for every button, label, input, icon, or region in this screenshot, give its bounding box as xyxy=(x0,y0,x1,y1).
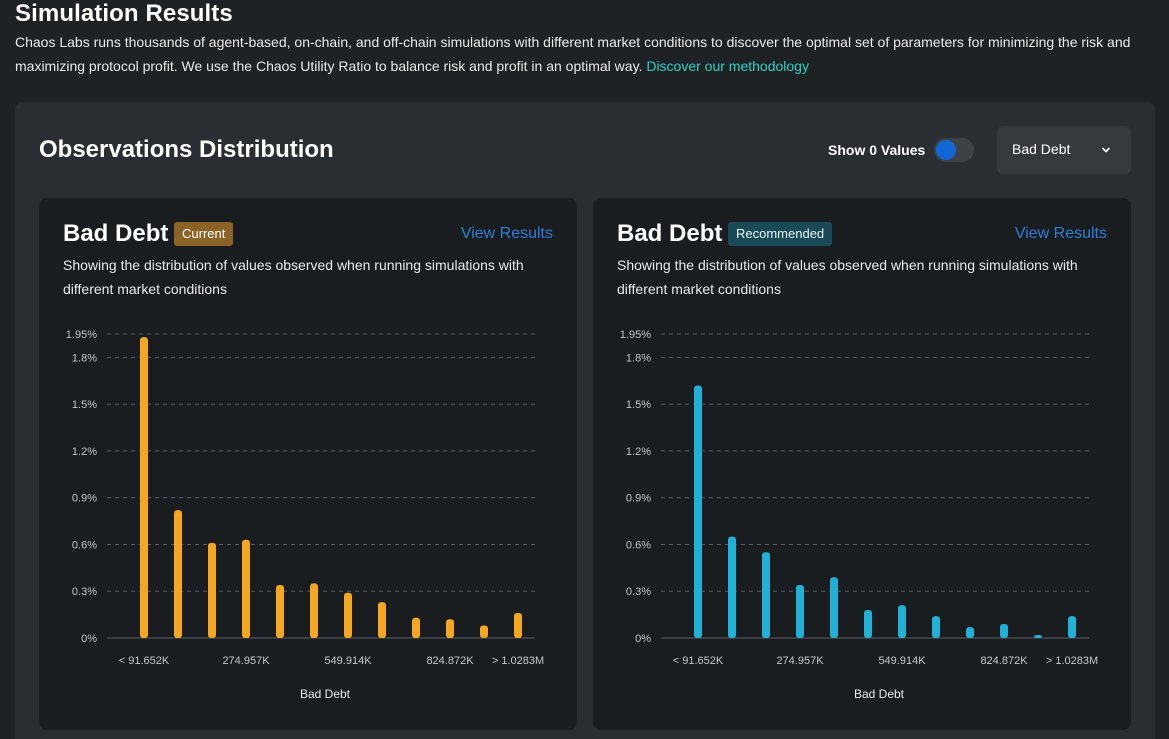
y-tick-label: 1.95% xyxy=(66,329,97,341)
bar[interactable] xyxy=(1068,616,1076,638)
y-tick-label: 1.5% xyxy=(72,399,97,411)
bar[interactable] xyxy=(378,602,386,638)
show-zero-label: Show 0 Values xyxy=(828,142,926,158)
bar[interactable] xyxy=(830,577,838,638)
page-description: Chaos Labs runs thousands of agent-based… xyxy=(15,30,1160,78)
x-tick-label: 824.872K xyxy=(426,655,474,667)
card-description: Showing the distribution of values obser… xyxy=(63,257,524,297)
view-results-link[interactable]: View Results xyxy=(1014,225,1107,242)
y-tick-label: 1.95% xyxy=(620,329,651,341)
recommended-bar-chart: 0% 0.3% 0.6% 0.9% 1.2% 1.5% 1.8% 1.95% < 91.652K… xyxy=(620,329,1098,701)
bar[interactable] xyxy=(446,619,454,638)
bar[interactable] xyxy=(1000,623,1008,638)
x-tick-label: < 91.652K xyxy=(673,655,724,667)
card-title: Bad Debt xyxy=(63,220,169,247)
y-tick-label: 0.6% xyxy=(72,539,97,551)
bar[interactable] xyxy=(208,542,216,638)
methodology-link[interactable]: Discover our methodology xyxy=(646,58,809,74)
bar[interactable] xyxy=(864,609,872,638)
metric-select-value: Bad Debt xyxy=(1012,141,1071,157)
bar[interactable] xyxy=(898,605,906,638)
bar[interactable] xyxy=(932,616,940,638)
recommended-chart-card: Bad Debt Recommended View Results Showin… xyxy=(593,198,1131,730)
y-tick-label: 1.5% xyxy=(626,399,651,411)
y-tick-label: 0.9% xyxy=(72,493,97,505)
card-description: Showing the distribution of values obser… xyxy=(617,257,1078,297)
bar[interactable] xyxy=(242,539,250,638)
x-tick-label: 549.914K xyxy=(878,655,926,667)
bar[interactable] xyxy=(796,584,804,638)
current-bar-chart: 0% 0.3% 0.6% 0.9% 1.2% 1.5% 1.8% 1.95% < 91.652K… xyxy=(66,329,544,701)
bar[interactable] xyxy=(1034,635,1042,638)
current-badge: Current xyxy=(174,222,234,246)
y-tick-label: 0.3% xyxy=(72,586,97,598)
bar[interactable] xyxy=(140,337,148,638)
bar[interactable] xyxy=(174,510,182,638)
panel-title: Observations Distribution xyxy=(39,136,334,163)
x-tick-label: 274.957K xyxy=(776,655,824,667)
observations-panel: Observations Distribution Show 0 Values … xyxy=(15,102,1155,739)
bar[interactable] xyxy=(762,552,770,638)
y-tick-label: 1.8% xyxy=(72,352,97,364)
x-tick-label: > 1.0283M xyxy=(492,655,544,667)
show-zero-toggle-group: Show 0 Values xyxy=(828,138,975,162)
y-tick-label: 1.8% xyxy=(626,352,651,364)
metric-select[interactable]: Bad Debt xyxy=(997,126,1131,174)
toggle-knob xyxy=(936,140,957,160)
page-description-text: Chaos Labs runs thousands of agent-based… xyxy=(15,34,1131,74)
bar[interactable] xyxy=(694,385,702,638)
bar[interactable] xyxy=(514,613,522,638)
x-tick-label: 274.957K xyxy=(222,655,270,667)
bar[interactable] xyxy=(966,627,974,638)
y-tick-label: 0.9% xyxy=(626,493,651,505)
y-tick-label: 0.3% xyxy=(626,586,651,598)
card-title: Bad Debt xyxy=(617,220,723,247)
bar[interactable] xyxy=(412,617,420,638)
x-axis-title: Bad Debt xyxy=(854,687,905,701)
bar[interactable] xyxy=(344,592,352,638)
page-title: Simulation Results xyxy=(15,0,233,27)
y-tick-label: 1.2% xyxy=(72,446,97,458)
recommended-badge: Recommended xyxy=(728,222,833,246)
y-tick-label: 1.2% xyxy=(626,446,651,458)
x-tick-label: < 91.652K xyxy=(119,655,170,667)
view-results-link[interactable]: View Results xyxy=(460,225,553,242)
chevron-down-icon xyxy=(1102,147,1110,153)
bar[interactable] xyxy=(276,584,284,638)
show-zero-toggle[interactable] xyxy=(934,138,975,162)
y-tick-label: 0.6% xyxy=(626,539,651,551)
bar[interactable] xyxy=(728,536,736,638)
x-axis-title: Bad Debt xyxy=(300,687,351,701)
x-tick-label: 549.914K xyxy=(324,655,372,667)
x-tick-label: > 1.0283M xyxy=(1046,655,1098,667)
x-tick-label: 824.872K xyxy=(980,655,1028,667)
bar[interactable] xyxy=(310,583,318,638)
y-tick-label: 0% xyxy=(81,633,97,645)
bar[interactable] xyxy=(480,625,488,638)
current-chart-card: Bad Debt Current View Results Showing th… xyxy=(39,198,577,730)
y-tick-label: 0% xyxy=(635,633,651,645)
